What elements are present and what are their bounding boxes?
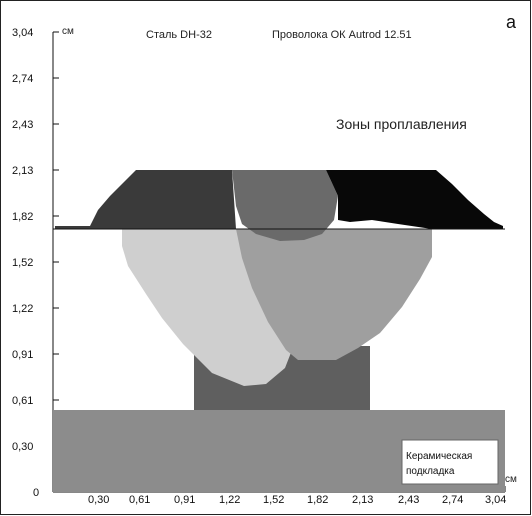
backing-label-line2: подкладка — [406, 466, 455, 477]
y-tick-label: 2,13 — [12, 165, 33, 177]
x-tick-label: 2,13 — [352, 494, 373, 506]
y-tick-label: 2,74 — [12, 73, 33, 85]
y-tick-label: 1,82 — [12, 211, 33, 223]
backing-label-line1: Керамическая — [406, 451, 472, 462]
y-tick-label: 2,43 — [12, 119, 33, 131]
x-axis-tick-labels: 0,30 0,61 0,91 1,22 1,52 1,82 2,13 2,43 … — [88, 494, 506, 506]
zones-label: Зоны проплавления — [336, 116, 467, 132]
figure-letter: а — [505, 12, 516, 32]
y-tick-label: 0,91 — [12, 349, 33, 361]
x-tick-label: 2,74 — [442, 494, 463, 506]
right-fill-pass-zone — [236, 229, 432, 360]
y-tick-label: 3,04 — [12, 27, 33, 39]
x-tick-label: 0,91 — [174, 494, 195, 506]
wire-title: Проволока ОК Autrod 12.51 — [272, 29, 412, 41]
x-tick-label: 2,43 — [398, 494, 419, 506]
cap-middle-zone — [232, 170, 338, 241]
x-tick-label: 1,82 — [307, 494, 328, 506]
y-axis-tick-labels: 3,04 2,74 2,43 2,13 1,82 1,52 1,22 0,91 … — [12, 27, 39, 499]
steel-title: Сталь DH-32 — [146, 29, 212, 41]
x-tick-label: 3,04 — [485, 494, 506, 506]
y-tick-label: 0,61 — [12, 395, 33, 407]
x-tick-label: 0,30 — [88, 494, 109, 506]
backing-label-box — [401, 439, 499, 485]
y-tick-label: 1,52 — [12, 257, 33, 269]
y-tick-label: 0 — [33, 487, 39, 499]
y-tick-label: 1,22 — [12, 303, 33, 315]
x-tick-label: 1,52 — [263, 494, 284, 506]
x-axis-unit: см — [505, 474, 517, 485]
x-tick-label: 0,61 — [129, 494, 150, 506]
y-axis-unit: см — [62, 26, 74, 37]
x-tick-label: 1,22 — [219, 494, 240, 506]
cap-left-zone — [55, 170, 236, 229]
y-tick-label: 0,30 — [12, 441, 33, 453]
cap-right-zone — [326, 170, 503, 229]
